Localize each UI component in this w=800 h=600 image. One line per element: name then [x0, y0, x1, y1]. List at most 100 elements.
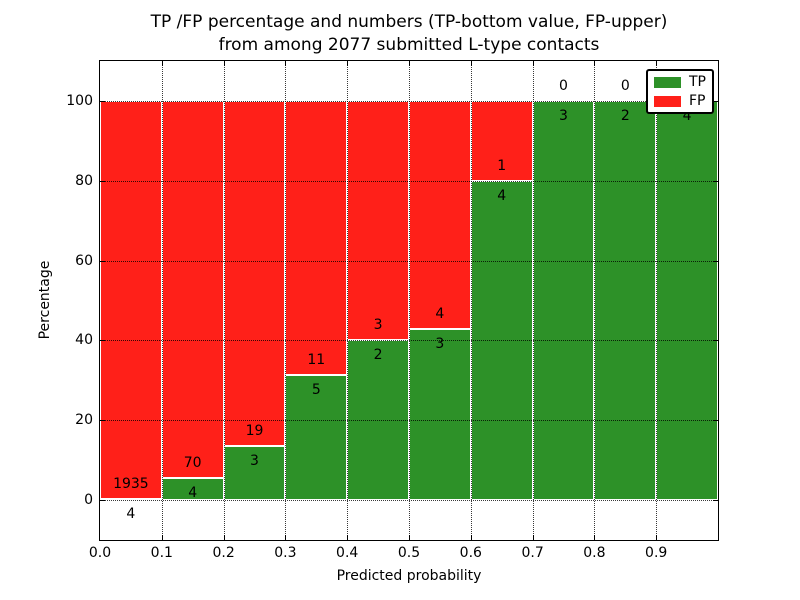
gridline-vertical [532, 61, 534, 540]
y-tick-label: 0 [84, 492, 93, 509]
tp-count-label: 4 [188, 485, 198, 502]
tp-count-label: 4 [497, 187, 507, 204]
x-tick-label: 0.4 [336, 545, 359, 561]
x-tick-label: 0.6 [459, 545, 482, 561]
gridline-horizontal [100, 340, 718, 342]
x-tick-mark [532, 535, 534, 540]
x-tick-mark [223, 535, 225, 540]
bar-segment-fp [161, 100, 224, 479]
fp-count-label: 1 [497, 157, 507, 174]
legend-item-tp: TP [654, 75, 706, 89]
tp-swatch-icon [654, 76, 681, 88]
bar-segment-fp [347, 100, 409, 341]
bar-segment-fp [223, 100, 286, 446]
x-tick-label: 0.0 [88, 545, 112, 561]
tp-count-label: 2 [373, 347, 383, 364]
gridline-vertical [347, 61, 349, 540]
x-tick-mark [285, 61, 287, 66]
tp-count-label: 4 [126, 506, 136, 523]
x-tick-label: 0.5 [397, 545, 421, 561]
y-tick-label: 60 [75, 252, 93, 269]
x-tick-mark [656, 535, 658, 540]
bar-segment-tp [223, 445, 286, 501]
y-tick-mark [713, 340, 718, 342]
tp-count-label: 2 [620, 107, 630, 124]
gridline-vertical [656, 61, 658, 540]
chart-title-line1: TP /FP percentage and numbers (TP-bottom… [150, 12, 668, 32]
fp-count-label: 0 [559, 77, 568, 94]
fp-count-label: 3 [373, 317, 383, 334]
bar-segment-fp [285, 100, 348, 376]
bar-segment-tp [409, 329, 471, 501]
x-tick-mark [532, 61, 534, 66]
gridline-vertical [161, 61, 163, 540]
gridline-vertical [594, 61, 596, 540]
gridline-vertical [285, 61, 287, 540]
y-tick-mark [713, 420, 718, 422]
x-tick-mark [656, 61, 658, 66]
y-tick-mark [713, 100, 718, 102]
gridline-horizontal [100, 420, 718, 422]
fp-count-label: 19 [245, 422, 264, 439]
x-tick-mark [594, 535, 596, 540]
y-axis-label: Percentage [37, 260, 53, 340]
y-tick-mark [100, 100, 105, 102]
y-tick-mark [713, 260, 718, 262]
y-tick-label: 100 [66, 92, 93, 109]
bar-segment-fp [100, 100, 162, 500]
legend: TP FP [646, 69, 714, 114]
x-tick-label: 0.9 [645, 545, 668, 561]
x-tick-mark [223, 61, 225, 66]
gridline-horizontal [100, 180, 718, 182]
x-tick-mark [285, 535, 287, 540]
tp-count-label: 3 [250, 452, 259, 469]
gridline-vertical [409, 61, 410, 540]
y-tick-label: 80 [75, 172, 93, 189]
x-tick-mark [409, 61, 410, 66]
y-tick-mark [100, 500, 105, 502]
legend-label-fp: FP [689, 93, 706, 109]
x-tick-mark [347, 535, 349, 540]
y-tick-label: 20 [75, 412, 93, 429]
y-tick-mark [100, 180, 105, 182]
x-tick-label: 0.3 [274, 545, 297, 561]
x-tick-mark [347, 61, 349, 66]
x-tick-label: 0.7 [521, 545, 544, 561]
y-tick-mark [100, 340, 105, 342]
legend-label-tp: TP [689, 74, 706, 90]
x-axis-label: Predicted probability [336, 568, 482, 584]
x-tick-mark [470, 535, 472, 540]
y-tick-mark [100, 420, 105, 422]
x-tick-mark [409, 535, 410, 540]
x-tick-mark [161, 535, 163, 540]
gridline-horizontal [100, 100, 718, 102]
fp-swatch-icon [654, 95, 681, 107]
x-tick-mark [470, 61, 472, 66]
chart-title-line2: from among 2077 submitted L-type contact… [218, 35, 600, 55]
x-tick-label: 0.1 [150, 545, 173, 561]
x-tick-label: 0.8 [583, 545, 606, 561]
y-tick-mark [100, 260, 105, 262]
y-tick-mark [713, 180, 718, 182]
gridline-vertical [223, 61, 225, 540]
tp-count-label: 3 [435, 336, 445, 352]
tp-count-label: 5 [311, 382, 321, 399]
fp-count-label: 1935 [113, 476, 149, 493]
x-tick-mark [161, 61, 163, 66]
fp-count-label: 4 [435, 306, 445, 322]
gridline-horizontal [100, 260, 718, 262]
tp-count-label: 4 [682, 107, 692, 124]
fp-count-label: 70 [183, 455, 202, 472]
gridline-vertical [470, 61, 472, 540]
legend-item-fp: FP [654, 94, 706, 108]
tp-count-label: 3 [559, 107, 568, 124]
bar-segment-tp [656, 100, 718, 501]
y-tick-mark [713, 500, 718, 502]
bar-segment-fp [409, 100, 471, 329]
bar-segment-tp [532, 100, 595, 501]
y-tick-label: 40 [75, 332, 93, 349]
x-tick-mark [594, 61, 596, 66]
x-tick-label: 0.2 [212, 545, 235, 561]
bar-segment-tp [594, 100, 657, 501]
